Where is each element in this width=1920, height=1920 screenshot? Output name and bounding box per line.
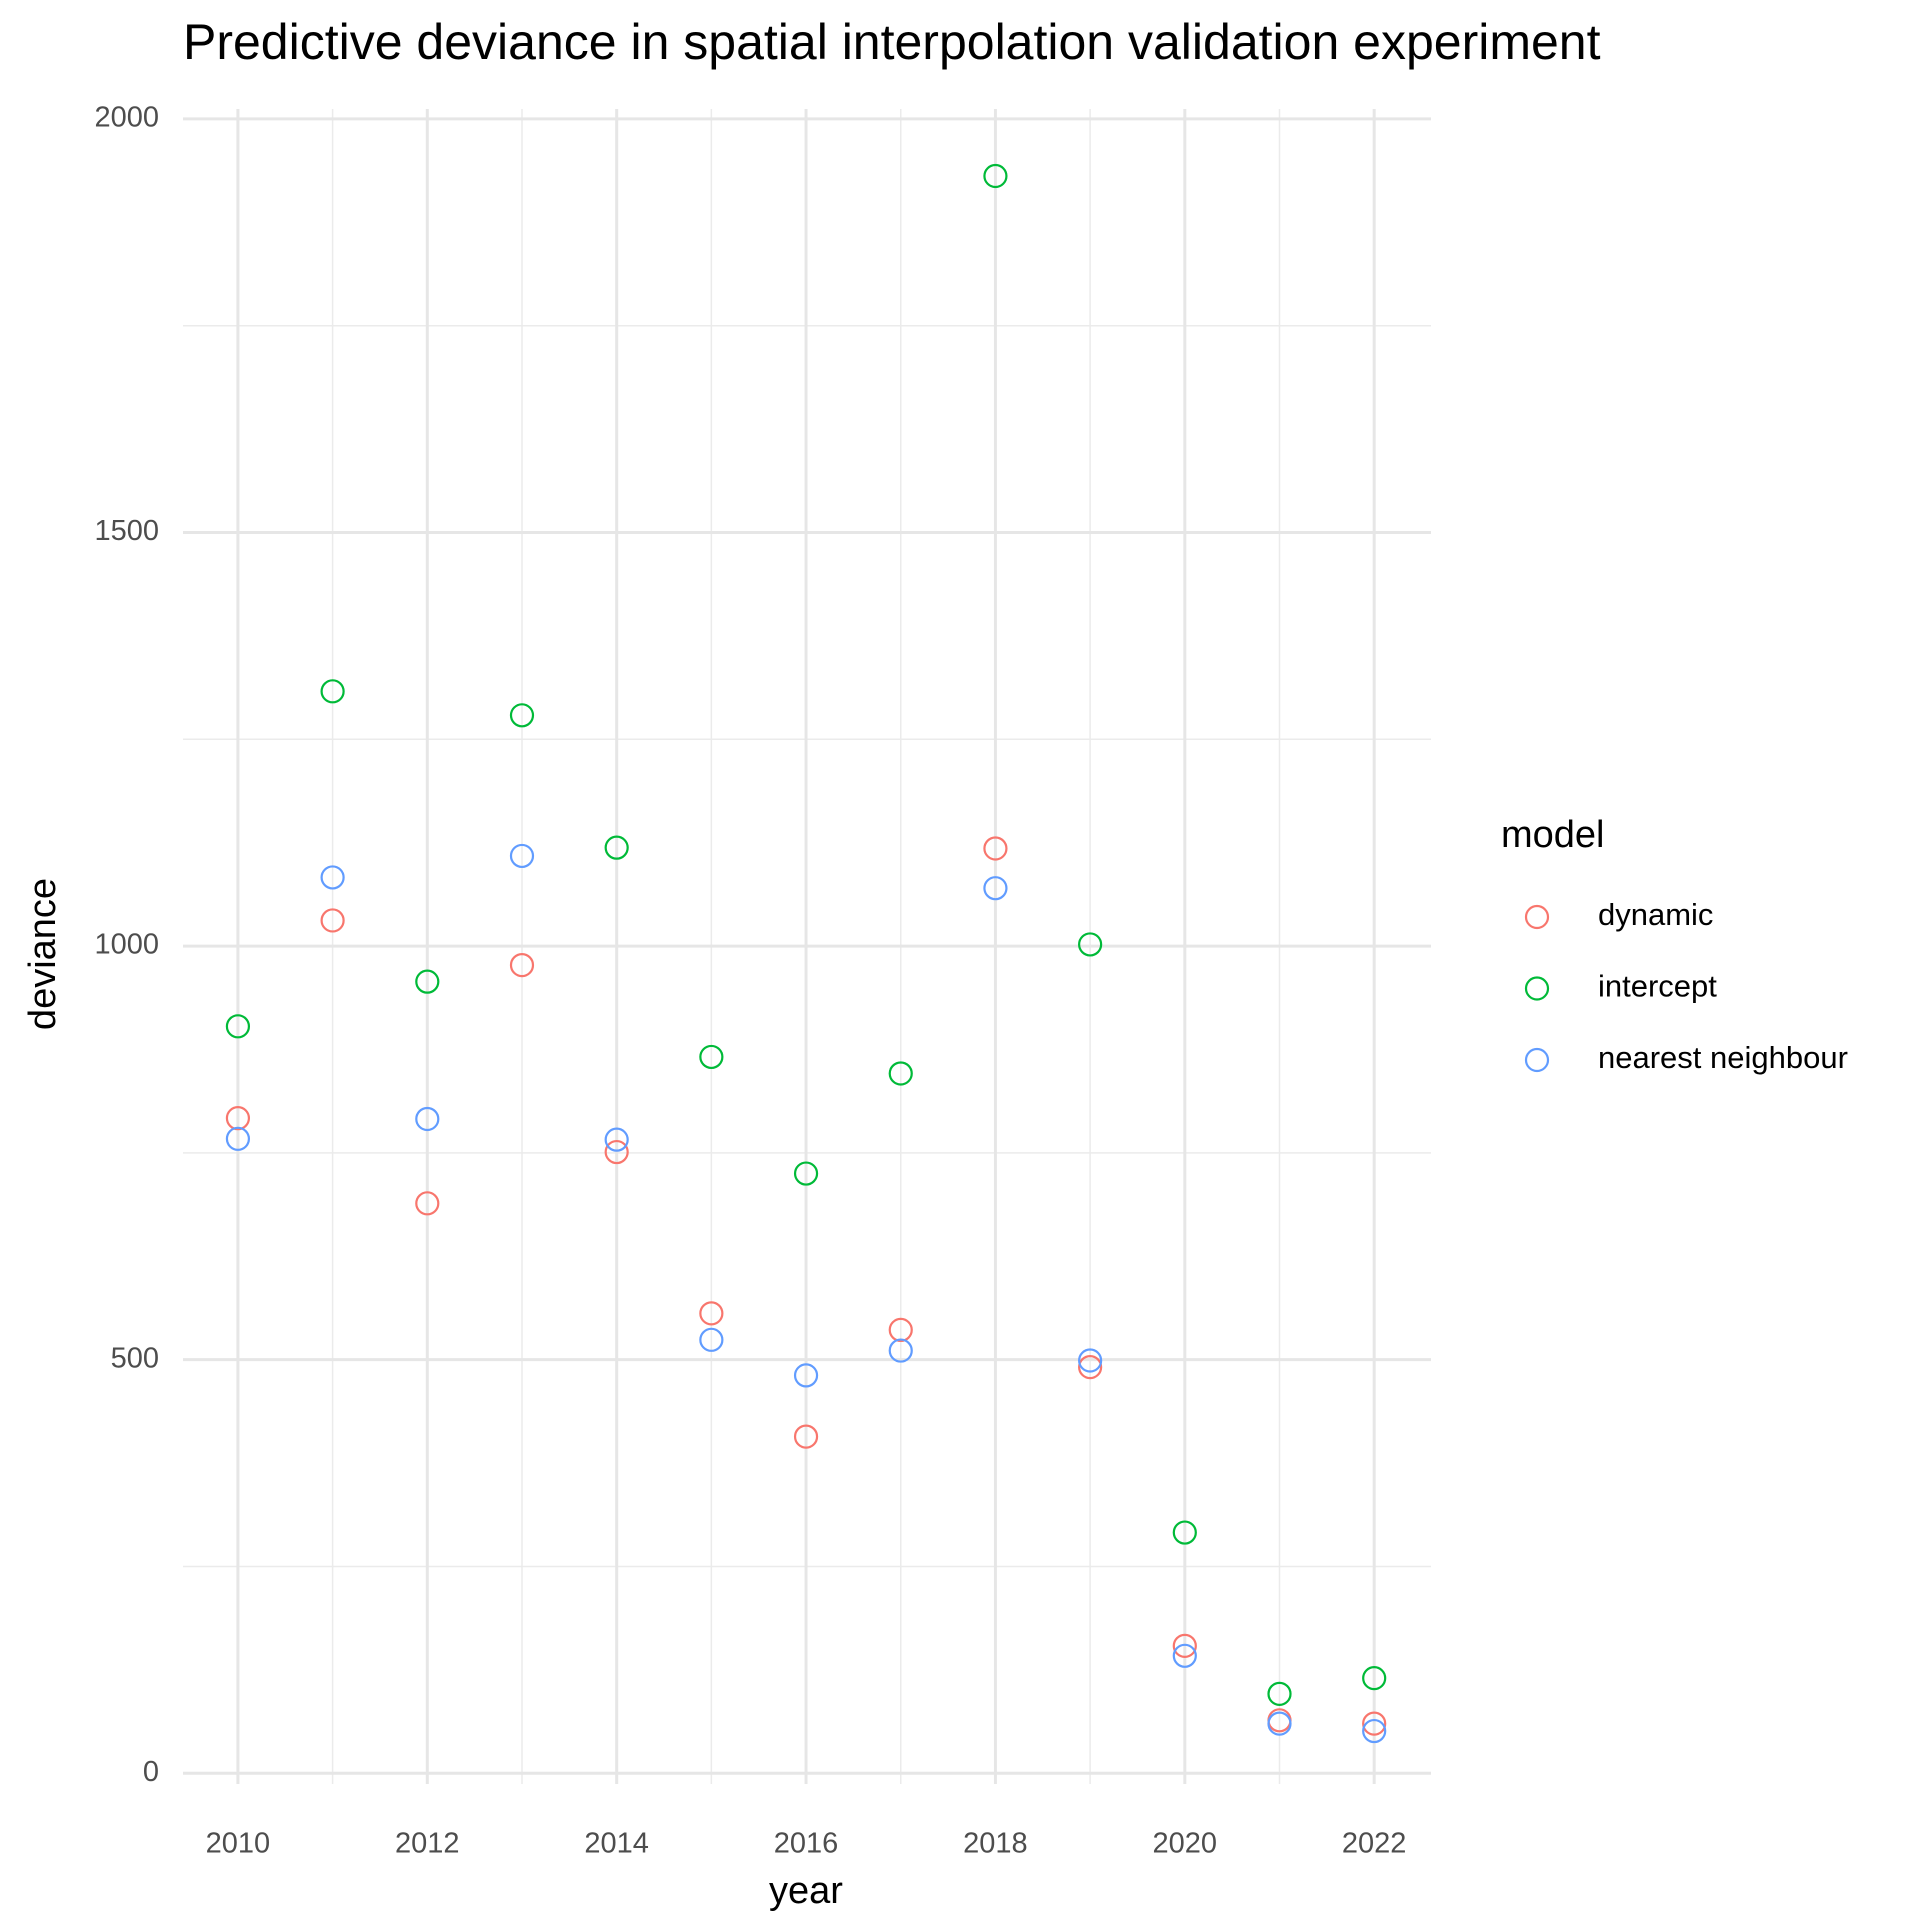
legend-label: intercept bbox=[1598, 969, 1717, 1004]
legend-marker bbox=[1524, 1047, 1550, 1073]
point bbox=[888, 1338, 913, 1363]
point bbox=[509, 703, 535, 728]
point bbox=[604, 1139, 629, 1165]
y-tick-label: 1500 bbox=[94, 515, 159, 547]
x-tick-label: 2010 bbox=[206, 1828, 271, 1860]
x-tick-label: 2020 bbox=[1153, 1828, 1218, 1860]
x-axis-label: year bbox=[769, 1870, 843, 1912]
legend-marker bbox=[1524, 976, 1550, 1001]
point bbox=[509, 843, 535, 869]
point bbox=[415, 969, 440, 994]
y-tick-label: 0 bbox=[143, 1756, 159, 1788]
point bbox=[983, 876, 1008, 901]
y-tick-label: 500 bbox=[111, 1342, 159, 1374]
chart-title: Predictive deviance in spatial interpola… bbox=[183, 14, 1601, 70]
point bbox=[1362, 1666, 1387, 1691]
point bbox=[320, 865, 345, 890]
point bbox=[699, 1301, 724, 1326]
series bbox=[225, 836, 1387, 1736]
point bbox=[320, 679, 345, 704]
point bbox=[1078, 932, 1103, 957]
x-tick-label: 2022 bbox=[1342, 1828, 1407, 1860]
point bbox=[1267, 1681, 1292, 1706]
point bbox=[415, 1106, 440, 1132]
x-tick-label: 2018 bbox=[963, 1828, 1028, 1860]
point bbox=[793, 1424, 819, 1449]
x-tick-label: 2012 bbox=[395, 1828, 460, 1860]
legend-title: model bbox=[1501, 814, 1605, 856]
point bbox=[983, 163, 1008, 189]
point bbox=[604, 1127, 629, 1152]
point bbox=[225, 1106, 251, 1131]
point bbox=[509, 953, 535, 978]
point bbox=[1172, 1633, 1197, 1658]
point bbox=[604, 835, 629, 860]
point bbox=[888, 1317, 913, 1342]
point bbox=[793, 1363, 819, 1388]
point bbox=[1172, 1520, 1197, 1545]
point bbox=[415, 1191, 440, 1216]
legend-label: nearest neighbour bbox=[1598, 1040, 1848, 1075]
legend-marker bbox=[1524, 904, 1550, 930]
series bbox=[225, 843, 1387, 1744]
y-tick-label: 1000 bbox=[94, 929, 159, 961]
point bbox=[320, 908, 345, 933]
point bbox=[1172, 1643, 1197, 1668]
point bbox=[225, 1126, 251, 1151]
point bbox=[1078, 1355, 1103, 1380]
point bbox=[699, 1044, 724, 1070]
point bbox=[888, 1061, 913, 1086]
point bbox=[983, 836, 1008, 861]
x-tick-label: 2016 bbox=[774, 1828, 839, 1860]
point bbox=[1362, 1711, 1387, 1736]
point bbox=[1078, 1348, 1103, 1373]
y-axis-label: deviance bbox=[22, 878, 64, 1030]
point bbox=[699, 1327, 724, 1352]
legend-label: dynamic bbox=[1598, 897, 1713, 932]
series bbox=[225, 163, 1387, 1706]
x-tick-label: 2014 bbox=[584, 1828, 649, 1860]
point bbox=[1362, 1718, 1387, 1744]
point bbox=[225, 1014, 251, 1039]
point bbox=[793, 1161, 819, 1186]
point bbox=[1267, 1711, 1292, 1736]
y-tick-label: 2000 bbox=[94, 102, 159, 134]
grid bbox=[183, 109, 1431, 1784]
